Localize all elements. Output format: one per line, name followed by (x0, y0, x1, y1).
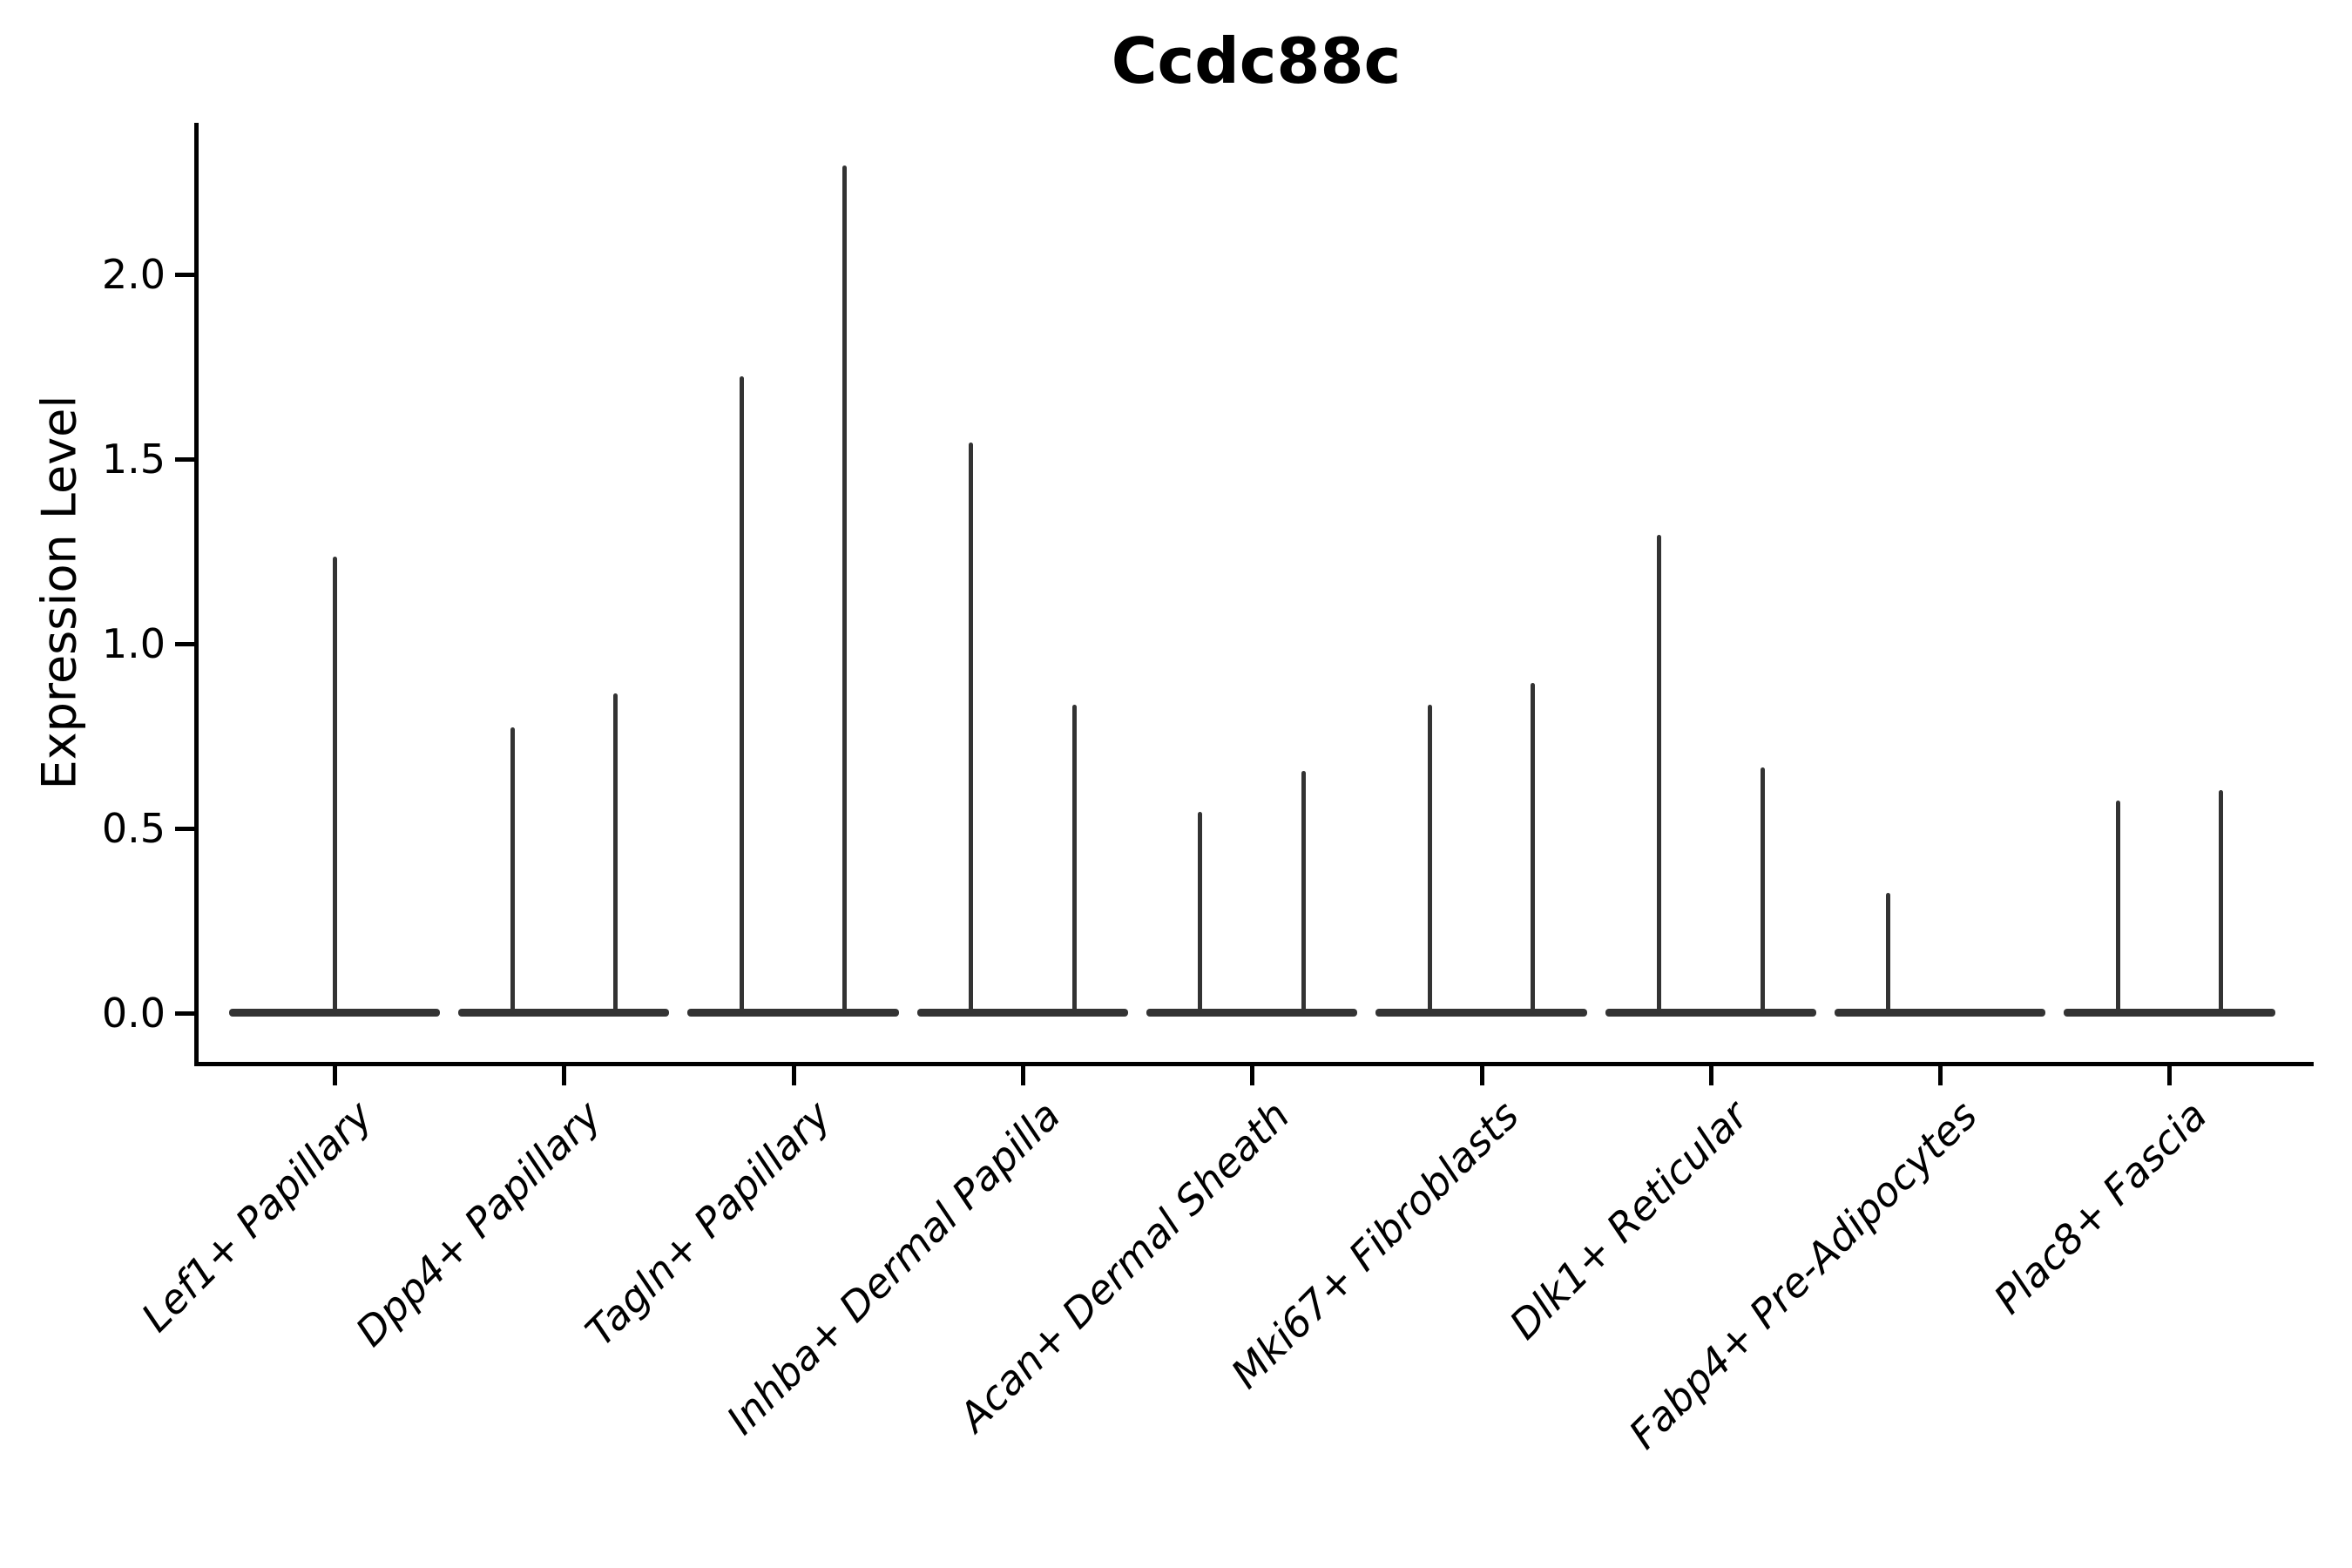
y-tick-label: 0.0 (101, 990, 166, 1037)
x-tick-mark (1708, 1066, 1713, 1085)
violin-spike (2115, 801, 2120, 1014)
x-tick-label: Dlk1+ Reticular (1500, 1092, 1758, 1348)
x-tick-mark (333, 1066, 337, 1085)
y-axis-spine (194, 123, 199, 1066)
violin-spike (510, 727, 515, 1014)
violin-spike (842, 166, 848, 1014)
x-tick-label: Plac8+ Fascia (1984, 1092, 2216, 1323)
violin-spike (1886, 893, 1891, 1014)
violin-spike (1301, 771, 1306, 1014)
violin-body (1834, 1009, 2046, 1017)
y-tick-label: 2.0 (101, 251, 166, 298)
y-tick-label: 1.0 (101, 620, 166, 667)
y-tick-mark (175, 827, 194, 831)
x-tick-mark (1938, 1066, 1943, 1085)
violin-spike (969, 443, 974, 1014)
y-tick-mark (175, 642, 194, 646)
x-tick-mark (791, 1066, 796, 1085)
violin-spike (1531, 682, 1536, 1014)
x-tick-mark (562, 1066, 567, 1085)
x-axis-spine (194, 1062, 2314, 1066)
x-tick-mark (2167, 1066, 2173, 1085)
x-tick-mark (1479, 1066, 1484, 1085)
chart-title: Ccdc88c (1111, 24, 1402, 98)
violin-body (1375, 1009, 1587, 1017)
x-tick-label: Dpp4+ Papillary (346, 1092, 611, 1355)
x-tick-label: Lef1+ Papillary (132, 1092, 382, 1342)
violin-body (1605, 1009, 1816, 1017)
x-tick-mark (1250, 1066, 1255, 1085)
y-tick-mark (175, 273, 194, 277)
violin-spike (739, 375, 744, 1014)
x-tick-label: Tagln+ Papillary (576, 1092, 840, 1355)
violin-spike (1427, 705, 1432, 1014)
violin-spike (1657, 535, 1662, 1014)
violin-spike (1760, 767, 1765, 1014)
violin-body (687, 1009, 899, 1017)
y-tick-mark (175, 457, 194, 462)
y-tick-label: 0.5 (101, 805, 166, 852)
violin-spike (1198, 812, 1203, 1014)
violin-body (458, 1009, 670, 1017)
violin-body (916, 1009, 1129, 1017)
y-tick-label: 1.5 (101, 436, 166, 483)
violin-spike (332, 557, 337, 1014)
y-tick-mark (175, 1011, 194, 1016)
violin-body (2064, 1009, 2275, 1017)
violin-spike (613, 693, 618, 1014)
x-tick-mark (1020, 1066, 1025, 1085)
violin-spike (2219, 789, 2224, 1014)
violin-spike (1071, 705, 1077, 1014)
violin-body (1146, 1009, 1358, 1017)
